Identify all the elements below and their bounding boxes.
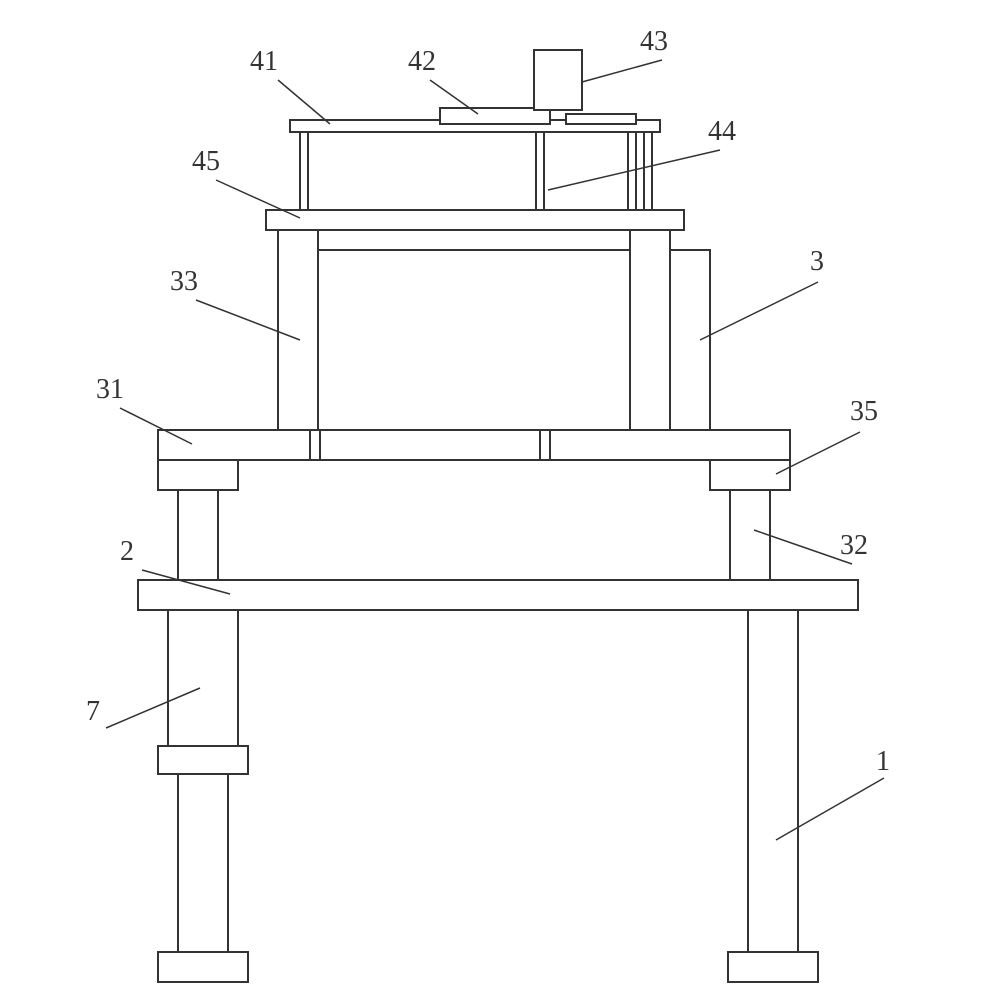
part-rod_44_r2	[644, 130, 652, 210]
part-cyl_43	[534, 50, 582, 110]
leader-3	[700, 282, 818, 340]
engineering-diagram: 4341424445333313523271	[0, 0, 986, 1000]
label-33: 33	[170, 266, 198, 297]
label-3: 3	[810, 246, 824, 277]
part-rod_left_single	[300, 130, 308, 210]
label-32: 32	[840, 530, 868, 561]
part-foot_right	[728, 952, 818, 982]
label-43: 43	[640, 26, 668, 57]
part-leg_right	[748, 610, 798, 952]
label-42: 42	[408, 46, 436, 77]
label-41: 41	[250, 46, 278, 77]
leader-43	[582, 60, 662, 82]
leader-41	[278, 80, 330, 124]
part-plate_45	[266, 210, 684, 230]
part-collar_mid_right	[710, 460, 790, 490]
label-35: 35	[850, 396, 878, 427]
parts-layer	[138, 50, 858, 982]
label-44: 44	[708, 116, 736, 147]
part-post_left_mid	[178, 490, 218, 580]
part-collar_mid_left	[158, 460, 238, 490]
label-45: 45	[192, 146, 220, 177]
part-base_beam	[138, 580, 858, 610]
part-pillar_33_l	[278, 230, 318, 430]
label-31: 31	[96, 374, 124, 405]
leader-45	[216, 180, 300, 218]
part-collar_left	[158, 746, 248, 774]
leader-31	[120, 408, 192, 444]
part-plate_seg_m	[320, 430, 540, 460]
part-plate_seg_r	[550, 430, 790, 460]
label-1: 1	[876, 746, 890, 777]
part-foot_left	[158, 952, 248, 982]
part-extra_tab	[566, 114, 636, 124]
part-pillar_33_r	[630, 230, 670, 430]
part-leg_left_lower	[178, 774, 228, 952]
part-leg_left_upper	[168, 610, 238, 746]
part-rod_44_l	[536, 130, 544, 210]
part-post_right_mid	[730, 490, 770, 580]
part-plate_seg_l	[158, 430, 310, 460]
label-7: 7	[86, 696, 100, 727]
label-2: 2	[120, 536, 134, 567]
